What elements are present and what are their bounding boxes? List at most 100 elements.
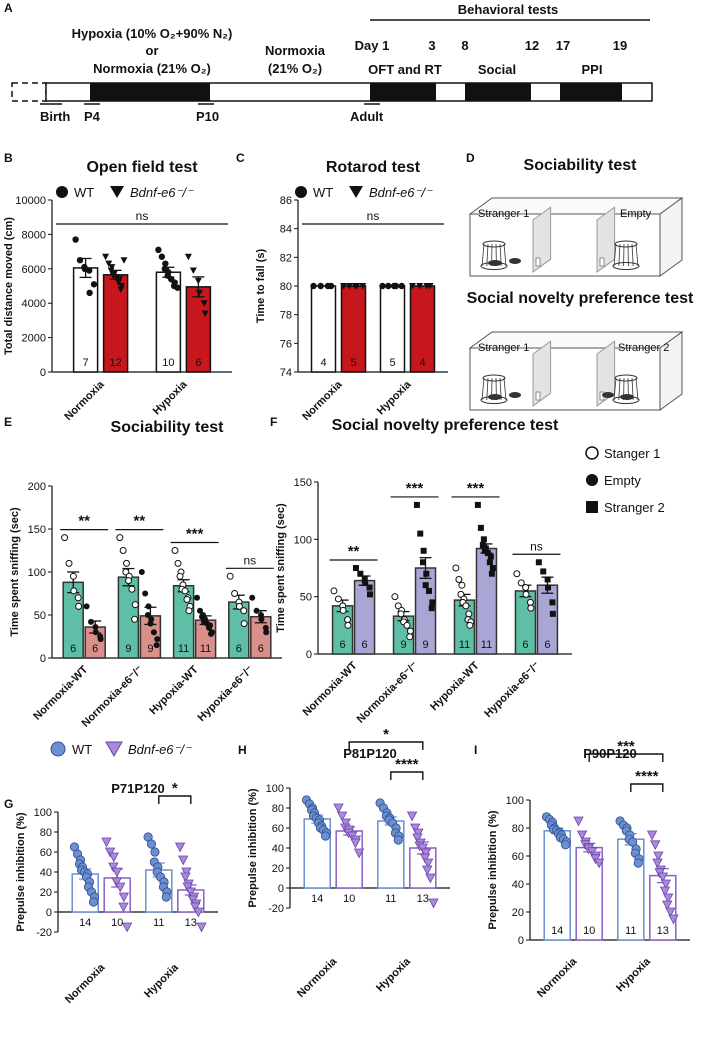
y-tick-label: 40 bbox=[272, 843, 284, 855]
data-point bbox=[488, 570, 495, 577]
data-point bbox=[426, 283, 434, 290]
y-tick-label: 100 bbox=[294, 534, 312, 546]
legend-c-wt-marker bbox=[295, 186, 307, 198]
category-label: Hypoxia-WT bbox=[147, 663, 201, 717]
cage-bar bbox=[618, 377, 621, 401]
data-point bbox=[108, 862, 119, 873]
data-point bbox=[185, 887, 196, 898]
sig-bracket bbox=[630, 783, 664, 792]
data-point bbox=[339, 606, 347, 614]
data-point bbox=[88, 897, 99, 907]
data-point bbox=[208, 630, 214, 637]
data-point bbox=[194, 277, 202, 285]
ppi-segment bbox=[560, 83, 622, 101]
data-point bbox=[393, 835, 403, 845]
sig-label: *** bbox=[406, 480, 424, 497]
data-point bbox=[112, 274, 120, 281]
y-axis-label: Time to fall (s) bbox=[255, 248, 267, 323]
data-point bbox=[184, 253, 192, 261]
day-19-label: 19 bbox=[613, 38, 627, 53]
y-axis-label: Total distance moved (cm) bbox=[3, 217, 15, 355]
data-point bbox=[195, 289, 203, 297]
data-point bbox=[417, 530, 424, 537]
data-point bbox=[535, 559, 542, 566]
category-label: Hypoxia-e6⁻/⁻ bbox=[482, 659, 542, 719]
data-point bbox=[116, 534, 124, 542]
legend-wt-label: WT bbox=[74, 185, 94, 200]
data-point bbox=[201, 310, 209, 318]
data-point bbox=[350, 838, 361, 849]
y-tick-label: 74 bbox=[280, 367, 292, 379]
data-point bbox=[422, 858, 434, 869]
data-point bbox=[108, 852, 119, 863]
y-tick-label: 0 bbox=[306, 649, 312, 661]
data-point bbox=[200, 300, 208, 307]
data-point bbox=[422, 582, 429, 589]
sig-label: *** bbox=[186, 526, 204, 543]
data-point bbox=[120, 257, 128, 264]
data-point bbox=[161, 892, 171, 902]
data-point bbox=[320, 831, 331, 841]
y-tick-label: 40 bbox=[512, 879, 524, 891]
legend-wt-marker bbox=[56, 186, 68, 198]
data-point bbox=[458, 581, 466, 589]
y-tick-label: 0 bbox=[278, 883, 284, 895]
chart-g: G P71P120 -20 0 20 40 60 80 100 Prepulse inhibiti… bbox=[4, 780, 218, 1006]
treatment-segment bbox=[90, 83, 210, 101]
data-point bbox=[92, 624, 99, 631]
data-point bbox=[119, 547, 127, 554]
y-tick-label: 100 bbox=[506, 795, 524, 807]
sig-label: * bbox=[383, 726, 389, 743]
data-point bbox=[394, 602, 402, 610]
sig-label: ns bbox=[136, 209, 149, 223]
data-point bbox=[526, 598, 534, 606]
category-label: Normoxia-WT bbox=[31, 663, 90, 722]
y-tick-label: 60 bbox=[272, 823, 284, 835]
panel-letter-h: H bbox=[238, 743, 247, 757]
n-label: 9 bbox=[422, 639, 428, 651]
data-point bbox=[194, 594, 200, 601]
data-point bbox=[397, 610, 405, 618]
box1-right-label: Empty bbox=[620, 208, 652, 220]
data-point bbox=[352, 565, 359, 571]
y-tick-label: 82 bbox=[280, 252, 292, 264]
data-point bbox=[115, 276, 123, 283]
data-point bbox=[660, 879, 672, 890]
legend-ko-label: Bdnf-e6⁻/⁻ bbox=[130, 185, 194, 200]
data-point bbox=[513, 570, 521, 578]
n-label: 14 bbox=[311, 893, 323, 905]
data-point bbox=[183, 596, 191, 604]
n-label: 11 bbox=[481, 639, 492, 651]
category-label: Normoxia bbox=[63, 961, 108, 1006]
cage-bar bbox=[503, 377, 507, 401]
y-axis-label: Prepulse inhibition (%) bbox=[15, 812, 27, 932]
sig-bracket bbox=[588, 753, 664, 762]
normoxia2-label-l2: (21% O₂) bbox=[268, 61, 322, 76]
data-point bbox=[428, 605, 435, 612]
data-point bbox=[92, 629, 99, 636]
y-tick-label: 100 bbox=[28, 567, 46, 579]
data-point bbox=[392, 282, 400, 290]
data-point bbox=[155, 246, 162, 254]
sig-label: ns bbox=[243, 553, 256, 567]
y-tick-label: 0 bbox=[46, 907, 52, 919]
p4-label: P4 bbox=[84, 109, 101, 124]
data-point bbox=[154, 636, 161, 643]
data-point bbox=[142, 590, 149, 597]
y-tick-label: 80 bbox=[280, 281, 292, 293]
legend-ghi-wt-label: WT bbox=[72, 742, 92, 757]
day-1-label: Day 1 bbox=[355, 38, 390, 53]
data-point bbox=[359, 283, 367, 290]
data-point bbox=[174, 284, 181, 291]
data-point bbox=[361, 576, 368, 583]
data-point bbox=[409, 283, 416, 290]
ppi-label: PPI bbox=[582, 62, 603, 77]
data-point bbox=[118, 283, 126, 290]
panel-letter-g: G bbox=[4, 797, 13, 811]
y-tick-label: 20 bbox=[512, 907, 524, 919]
box-divider bbox=[532, 206, 552, 273]
data-point bbox=[417, 843, 428, 854]
cage-bar bbox=[631, 243, 634, 267]
panel-letter-i: I bbox=[474, 743, 477, 757]
category-label: Hypoxia bbox=[374, 955, 413, 994]
